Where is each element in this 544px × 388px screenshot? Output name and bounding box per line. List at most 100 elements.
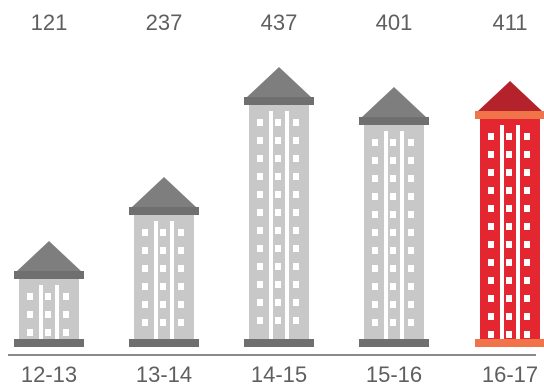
- window: [524, 313, 530, 320]
- window: [160, 283, 166, 290]
- window: [488, 295, 494, 302]
- building-base: [14, 339, 84, 347]
- window: [524, 331, 530, 338]
- window: [488, 187, 494, 194]
- window-stripe: [516, 125, 520, 339]
- window: [524, 151, 530, 158]
- window: [257, 263, 263, 270]
- window: [293, 191, 299, 198]
- window: [257, 209, 263, 216]
- window: [142, 229, 148, 236]
- building-cap: [14, 271, 84, 279]
- window: [160, 301, 166, 308]
- building-roof: [132, 177, 196, 207]
- window: [390, 193, 396, 200]
- window: [408, 193, 414, 200]
- building-cap: [244, 97, 314, 105]
- window: [488, 313, 494, 320]
- window: [293, 299, 299, 306]
- window: [408, 319, 414, 326]
- window: [293, 317, 299, 324]
- window: [408, 157, 414, 164]
- building-cap: [129, 207, 199, 215]
- window: [142, 319, 148, 326]
- building-base: [475, 339, 544, 347]
- window: [372, 265, 378, 272]
- x-tick-label-12-13: 12-13: [21, 362, 77, 387]
- window: [506, 313, 512, 320]
- window: [257, 299, 263, 306]
- window: [408, 139, 414, 146]
- window: [390, 301, 396, 308]
- window: [275, 137, 281, 144]
- building-roof: [362, 87, 426, 117]
- window: [506, 133, 512, 140]
- window: [506, 187, 512, 194]
- window: [524, 223, 530, 230]
- window: [178, 283, 184, 290]
- window: [372, 301, 378, 308]
- window: [275, 227, 281, 234]
- window: [372, 319, 378, 326]
- window: [142, 247, 148, 254]
- window-stripe: [39, 285, 43, 339]
- window: [390, 265, 396, 272]
- window: [275, 209, 281, 216]
- window: [160, 319, 166, 326]
- data-label-13-14: 237: [146, 10, 183, 35]
- window: [524, 259, 530, 266]
- window: [160, 265, 166, 272]
- window: [372, 283, 378, 290]
- window: [257, 137, 263, 144]
- window: [408, 229, 414, 236]
- window: [63, 311, 69, 318]
- window-stripe: [269, 111, 273, 339]
- window: [372, 229, 378, 236]
- x-tick-label-14-15: 14-15: [251, 362, 307, 387]
- window: [506, 295, 512, 302]
- window: [506, 241, 512, 248]
- window: [408, 283, 414, 290]
- window: [488, 169, 494, 176]
- window: [390, 139, 396, 146]
- window: [524, 277, 530, 284]
- window-stripe: [384, 131, 388, 339]
- window: [488, 277, 494, 284]
- window: [524, 205, 530, 212]
- window: [257, 155, 263, 162]
- window-stripe: [170, 221, 174, 339]
- window: [390, 247, 396, 254]
- window: [372, 193, 378, 200]
- window: [275, 191, 281, 198]
- window: [524, 295, 530, 302]
- window-stripe: [400, 131, 404, 339]
- window: [27, 293, 33, 300]
- building-base: [359, 339, 429, 347]
- window: [293, 263, 299, 270]
- window: [293, 155, 299, 162]
- window: [178, 301, 184, 308]
- window-stripe: [500, 125, 504, 339]
- data-label-12-13: 121: [31, 10, 68, 35]
- window: [506, 259, 512, 266]
- window: [257, 227, 263, 234]
- window: [257, 281, 263, 288]
- window: [178, 319, 184, 326]
- building-roof: [17, 241, 81, 271]
- window: [45, 329, 51, 336]
- window: [275, 299, 281, 306]
- window: [293, 137, 299, 144]
- window: [506, 223, 512, 230]
- window: [293, 209, 299, 216]
- window: [45, 293, 51, 300]
- window-stripe: [55, 285, 59, 339]
- window: [506, 169, 512, 176]
- window: [275, 245, 281, 252]
- window: [63, 293, 69, 300]
- x-tick-label-13-14: 13-14: [136, 362, 192, 387]
- window: [372, 139, 378, 146]
- window: [275, 317, 281, 324]
- window: [293, 173, 299, 180]
- window: [275, 281, 281, 288]
- window: [488, 223, 494, 230]
